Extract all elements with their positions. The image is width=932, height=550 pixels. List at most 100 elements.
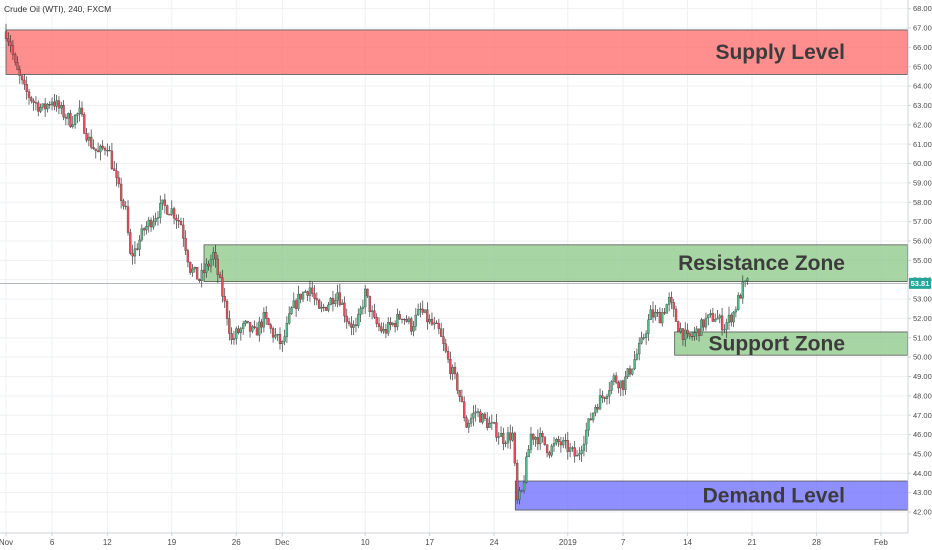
y-tick-label: 43.00	[913, 488, 932, 497]
candle-down	[495, 422, 498, 438]
candle-up	[71, 124, 74, 127]
y-tick-label: 66.00	[913, 43, 932, 52]
candle-down	[25, 84, 28, 92]
candle-up	[423, 309, 427, 313]
candle-up	[640, 337, 643, 344]
candle-up	[209, 259, 213, 267]
y-tick-label: 65.00	[913, 62, 932, 71]
candle-down	[536, 437, 540, 445]
candle-up	[605, 396, 609, 399]
candle-down	[119, 183, 123, 201]
candle-down	[94, 148, 97, 151]
candle-up	[170, 208, 173, 215]
candle-up	[274, 334, 277, 338]
candle-up	[506, 432, 510, 444]
candle-down	[223, 296, 226, 302]
candle-up	[87, 136, 91, 141]
candle-up	[469, 417, 473, 424]
candle-down	[720, 315, 724, 331]
candle-down	[463, 401, 466, 418]
y-tick-label: 68.00	[913, 4, 932, 13]
candle-down	[398, 314, 401, 320]
zone-label-support-zone: Support Zone	[709, 333, 845, 356]
candle-down	[80, 107, 84, 115]
candle-down	[453, 366, 457, 375]
candle-down	[345, 315, 348, 322]
candle-up	[612, 375, 616, 382]
candle-down	[368, 295, 371, 313]
candle-up	[281, 341, 284, 345]
candle-up	[416, 309, 420, 316]
candle-up	[191, 268, 194, 273]
candle-up	[419, 308, 422, 310]
candle-up	[488, 423, 491, 428]
zones	[5, 29, 908, 511]
candle-down	[218, 274, 222, 278]
x-tick-label: 17	[425, 538, 434, 547]
candle-down	[43, 103, 47, 110]
candle-up	[138, 239, 141, 250]
candle-up	[290, 307, 293, 314]
candle-up	[205, 263, 208, 273]
candle-up	[727, 314, 731, 323]
x-tick-label: 24	[490, 538, 499, 547]
candle-down	[37, 102, 40, 112]
candle-up	[667, 297, 671, 305]
candle-down	[681, 328, 685, 340]
candle-down	[225, 300, 229, 319]
candle-down	[103, 147, 107, 151]
candle-down	[656, 312, 659, 314]
candle-up	[587, 418, 590, 431]
candle-down	[265, 312, 268, 319]
candle-up	[716, 317, 719, 320]
candle-down	[278, 334, 282, 345]
candle-down	[115, 170, 118, 178]
candle-up	[308, 287, 312, 296]
candle-down	[479, 411, 482, 423]
candle-down	[14, 54, 17, 63]
candle-up	[251, 326, 254, 332]
candle-down	[113, 168, 116, 171]
candle-down	[350, 323, 353, 328]
candle-up	[407, 318, 411, 322]
y-tick-label: 57.00	[913, 217, 932, 226]
candle-down	[532, 433, 535, 440]
candle-up	[734, 309, 738, 313]
candle-up	[585, 429, 588, 445]
candle-up	[700, 319, 703, 336]
candle-down	[483, 413, 487, 419]
candle-down	[458, 390, 461, 397]
candle-up	[693, 332, 696, 337]
candle-up	[67, 113, 70, 119]
candle-down	[440, 328, 443, 337]
candle-down	[456, 373, 459, 391]
candle-down	[85, 133, 88, 141]
y-tick-label: 61.00	[913, 140, 932, 149]
candle-up	[285, 322, 289, 337]
candle-down	[389, 321, 392, 325]
candle-up	[106, 150, 109, 152]
candle-down	[324, 306, 328, 311]
y-tick-label: 58.00	[913, 198, 932, 207]
candle-down	[255, 327, 259, 336]
candle-down	[343, 302, 346, 317]
candle-up	[193, 267, 196, 270]
candle-down	[543, 436, 546, 445]
candle-up	[78, 107, 81, 115]
candle-down	[182, 224, 185, 239]
candle-down	[366, 288, 369, 297]
candle-down	[311, 287, 314, 294]
candle-down	[437, 323, 441, 329]
candle-down	[603, 397, 606, 399]
candle-down	[96, 150, 100, 153]
candle-up	[732, 311, 735, 323]
candle-down	[492, 422, 496, 424]
candle-down	[18, 69, 21, 76]
candle-up	[608, 390, 611, 397]
candle-up	[357, 314, 360, 326]
candle-up	[244, 320, 247, 324]
candle-down	[64, 116, 68, 119]
candle-down	[465, 417, 468, 428]
